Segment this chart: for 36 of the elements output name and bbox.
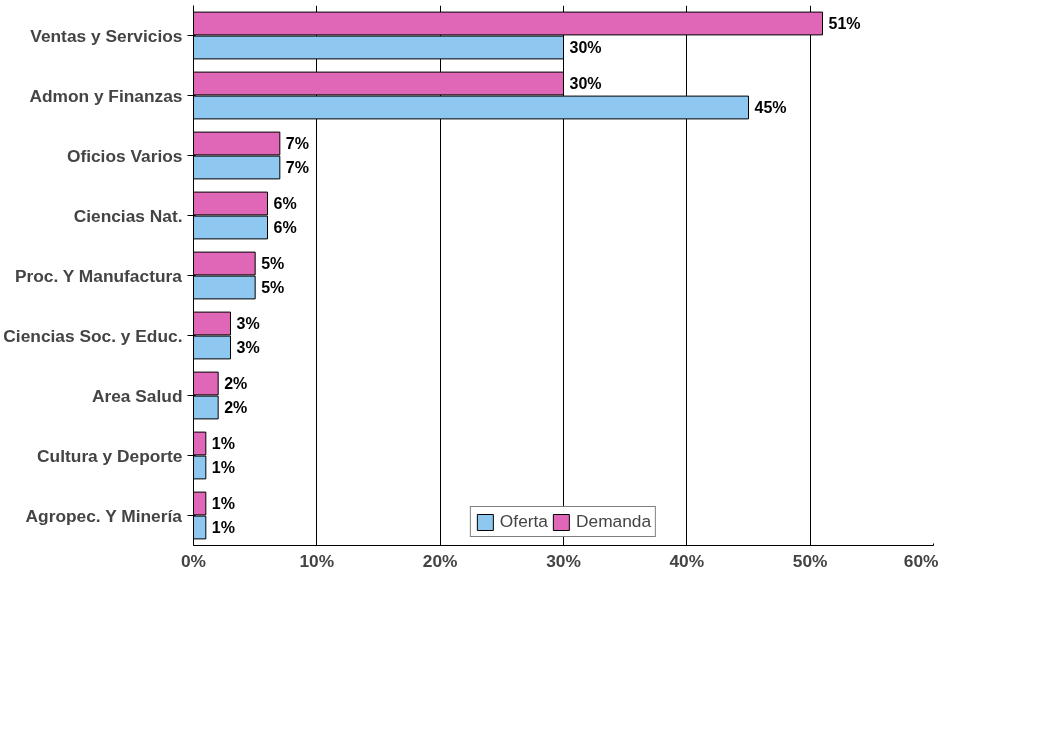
y-tick-label: Cultura y Deporte: [37, 445, 183, 466]
x-tick-label: 20%: [422, 550, 458, 571]
y-tick-label: Proc. Y Manufactura: [14, 265, 183, 286]
y-tick-label: Admon y Finanzas: [29, 85, 183, 106]
legend-label: Oferta: [499, 511, 549, 532]
x-tick-label: 40%: [669, 550, 705, 571]
y-tick-label: Ciencias Soc. y Educ.: [3, 325, 183, 346]
y-tick-label: Area Salud: [91, 385, 183, 406]
x-tick-label: 60%: [903, 550, 939, 571]
data-label: 2%: [224, 399, 248, 416]
data-label: 7%: [285, 159, 309, 176]
data-label: 6%: [273, 219, 297, 236]
data-label: 30%: [569, 75, 602, 92]
x-tick-label: 10%: [299, 550, 335, 571]
data-label: 45%: [754, 99, 787, 116]
data-label: 5%: [261, 255, 285, 272]
data-label: 51%: [828, 15, 861, 32]
data-label: 30%: [569, 39, 602, 56]
data-label: 2%: [224, 375, 248, 392]
data-label: 6%: [273, 195, 297, 212]
data-label: 3%: [236, 315, 260, 332]
data-label: 1%: [211, 519, 235, 536]
y-tick-label: Agropec. Y Minería: [25, 505, 183, 526]
x-tick-label: 0%: [180, 550, 207, 571]
y-tick-label: Ventas y Servicios: [30, 25, 183, 46]
data-label: 7%: [285, 135, 309, 152]
y-tick-label: Oficios Varios: [66, 145, 183, 166]
data-label: 1%: [211, 495, 235, 512]
data-label: 1%: [211, 435, 235, 452]
data-label: 1%: [211, 459, 235, 476]
x-tick-label: 30%: [546, 550, 581, 571]
data-label: 3%: [236, 339, 260, 356]
x-tick-label: 50%: [792, 550, 828, 571]
legend-label: Demanda: [576, 511, 652, 532]
data-label: 5%: [261, 279, 285, 296]
y-tick-label: Ciencias Nat.: [73, 205, 183, 226]
